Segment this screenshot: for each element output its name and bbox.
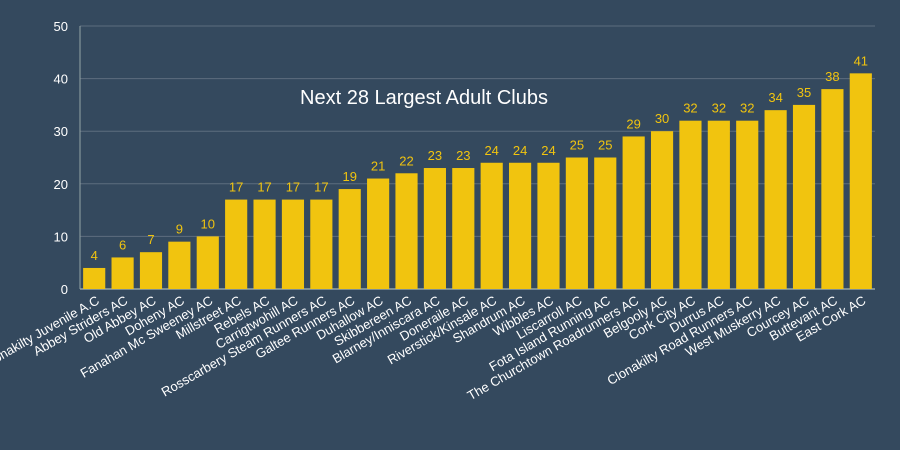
data-label: 29 xyxy=(626,116,640,131)
y-tick-label: 30 xyxy=(54,124,68,139)
data-label: 17 xyxy=(314,180,328,195)
data-label: 24 xyxy=(513,143,527,158)
data-label: 7 xyxy=(147,232,154,247)
data-label: 21 xyxy=(371,159,385,174)
data-label: 23 xyxy=(428,148,442,163)
bar xyxy=(367,178,390,289)
bar xyxy=(650,131,674,289)
data-label: 24 xyxy=(541,143,555,158)
data-label: 17 xyxy=(229,180,243,195)
chart-title: Next 28 Largest Adult Clubs xyxy=(300,87,548,109)
data-label: 35 xyxy=(797,85,811,100)
y-tick-label: 20 xyxy=(54,177,68,192)
bar xyxy=(622,136,645,289)
data-label: 32 xyxy=(712,101,726,116)
bar xyxy=(594,157,617,289)
data-label: 25 xyxy=(570,138,584,153)
y-tick-label: 50 xyxy=(54,19,68,34)
data-label: 10 xyxy=(201,216,215,231)
bar xyxy=(281,199,305,289)
bar xyxy=(509,162,532,289)
y-tick-label: 10 xyxy=(54,229,68,244)
data-label: 19 xyxy=(342,169,356,184)
data-label: 32 xyxy=(740,101,754,116)
data-label: 17 xyxy=(286,180,300,195)
data-label: 6 xyxy=(119,237,126,252)
bar xyxy=(139,252,163,289)
bar xyxy=(225,199,248,289)
bar xyxy=(168,241,191,289)
bars xyxy=(83,73,872,290)
data-label: 24 xyxy=(484,143,498,158)
data-label: 22 xyxy=(399,153,413,168)
data-labels: 4 6 7 9 10 17 17 17 17 19 21 22 23 23 24 24 24 25 25 29 30 32… xyxy=(91,53,868,263)
data-label: 34 xyxy=(768,90,782,105)
bar xyxy=(480,162,503,289)
bar xyxy=(792,104,816,290)
bar xyxy=(395,173,418,289)
bar xyxy=(310,199,333,289)
bar xyxy=(764,110,787,289)
data-label: 32 xyxy=(683,101,697,116)
bar xyxy=(452,168,475,289)
data-label: 23 xyxy=(456,148,470,163)
y-tick-label: 0 xyxy=(61,282,68,297)
bar xyxy=(196,236,219,289)
bar xyxy=(707,120,730,290)
bar xyxy=(736,120,759,290)
bar xyxy=(423,168,446,289)
bar xyxy=(338,189,361,289)
y-tick-label: 40 xyxy=(54,72,68,87)
bar xyxy=(565,157,588,289)
data-label: 41 xyxy=(854,53,868,68)
data-label: 4 xyxy=(91,248,98,263)
bar xyxy=(537,162,560,289)
bar xyxy=(849,73,872,289)
bar xyxy=(111,257,134,289)
bar xyxy=(821,89,844,290)
data-label: 38 xyxy=(825,69,839,84)
data-label: 9 xyxy=(176,222,183,237)
data-label: 30 xyxy=(655,111,669,126)
data-label: 17 xyxy=(257,180,271,195)
bar xyxy=(83,267,106,289)
bar xyxy=(679,120,702,290)
bar xyxy=(253,199,276,289)
data-label: 25 xyxy=(598,138,612,153)
